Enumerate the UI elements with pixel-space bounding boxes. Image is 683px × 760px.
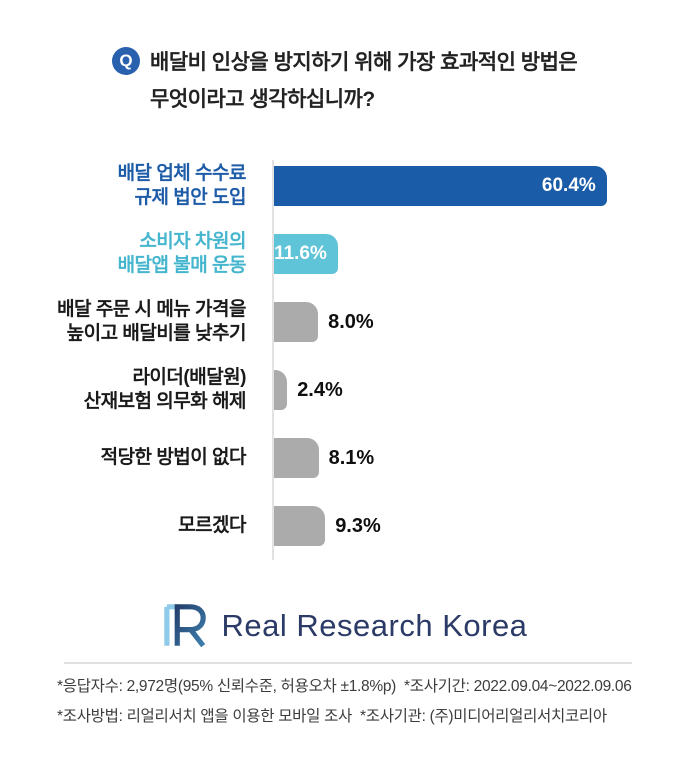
logo: Real Research Korea bbox=[0, 598, 683, 654]
bar-label-4: 라이더(배달원) 산재보험 의무화 해제 bbox=[0, 366, 247, 414]
bar-row-6: 모르겠다 9.3% bbox=[0, 506, 683, 546]
bar-label-5: 적당한 방법이 없다 bbox=[0, 446, 247, 470]
bar-value-1: 60.4% bbox=[541, 175, 596, 196]
bar-2: 11.6% bbox=[274, 234, 338, 274]
real-research-korea-logo-icon bbox=[163, 604, 206, 648]
bar-label-3-line-2: 높이고 배달비를 낮추기 bbox=[66, 323, 247, 344]
bar-4 bbox=[274, 370, 288, 410]
bar-label-3: 배달 주문 시 메뉴 가격을 높이고 배달비를 낮추기 bbox=[0, 298, 246, 346]
bar-track-3: 8.0% bbox=[274, 302, 683, 342]
bar-value-3: 8.0% bbox=[328, 310, 374, 333]
bar-track-5: 8.1% bbox=[274, 438, 683, 478]
bar-value-5: 8.1% bbox=[328, 446, 375, 469]
bar-6 bbox=[274, 506, 326, 546]
question-line-1: 배달비 인상을 방지하기 위해 가장 효과적인 방법은 bbox=[150, 51, 578, 74]
question-block: Q 배달비 인상을 방지하기 위해 가장 효과적인 방법은 무엇이라고 생각하십… bbox=[112, 44, 578, 118]
bar-track-4: 2.4% bbox=[274, 370, 683, 410]
bar-value-4: 2.4% bbox=[297, 378, 343, 401]
footer-line-2: *조사방법: 리얼리서치 앱을 이용한 모바일 조사 *조사기관: (주)미디어… bbox=[57, 708, 607, 725]
bar-row-3: 배달 주문 시 메뉴 가격을 높이고 배달비를 낮추기 8.0% bbox=[0, 299, 683, 344]
question-title: 배달비 인상을 방지하기 위해 가장 효과적인 방법은 무엇이라고 생각하십니까… bbox=[150, 44, 578, 118]
bar-row-5: 적당한 방법이 없다 8.1% bbox=[0, 438, 683, 478]
bar-label-6: 모르겠다 bbox=[0, 514, 246, 538]
bar-label-4-line-2: 산재보험 의무화 해제 bbox=[83, 391, 247, 412]
bar-label-2-line-1: 소비자 차원의 bbox=[139, 231, 246, 252]
bar-label-1-line-2: 규제 법안 도입 bbox=[134, 187, 247, 208]
bar-label-2: 소비자 차원의 배달앱 불매 운동 bbox=[0, 230, 247, 278]
bar-row-2: 소비자 차원의 배달앱 불매 운동 11.6% bbox=[0, 231, 683, 276]
bar-chart: 배달 업체 수수료 규제 법안 도입 60.4% 소비자 차원의 배달앱 불매 … bbox=[0, 160, 683, 574]
bar-1: 60.4% bbox=[274, 166, 607, 206]
question-line-2: 무엇이라고 생각하십니까? bbox=[150, 88, 375, 111]
logo-text: Real Research Korea bbox=[221, 608, 528, 643]
bar-label-3-line-1: 배달 주문 시 메뉴 가격을 bbox=[57, 299, 246, 320]
footer-divider bbox=[64, 662, 632, 664]
bar-5 bbox=[274, 438, 319, 478]
bar-value-6: 9.3% bbox=[335, 514, 381, 537]
bar-track-1: 60.4% bbox=[274, 166, 683, 206]
footer-notes: *응답자수: 2,972명(95% 신뢰수준, 허용오차 ±1.8%p) *조사… bbox=[57, 672, 632, 732]
chart-axis-line bbox=[272, 160, 274, 560]
bar-label-4-line-1: 라이더(배달원) bbox=[132, 367, 246, 388]
bar-label-6-line-1: 모르겠다 bbox=[178, 515, 246, 536]
bar-row-4: 라이더(배달원) 산재보험 의무화 해제 2.4% bbox=[0, 367, 683, 412]
bar-3 bbox=[274, 302, 319, 342]
bar-label-1: 배달 업체 수수료 규제 법안 도입 bbox=[0, 162, 247, 210]
bar-row-1: 배달 업체 수수료 규제 법안 도입 60.4% bbox=[0, 163, 683, 208]
question-badge-icon: Q bbox=[112, 47, 140, 75]
bar-value-2: 11.6% bbox=[274, 243, 327, 264]
footer-line-1: *응답자수: 2,972명(95% 신뢰수준, 허용오차 ±1.8%p) *조사… bbox=[57, 678, 632, 695]
bar-track-2: 11.6% bbox=[274, 234, 683, 274]
bar-label-2-line-2: 배달앱 불매 운동 bbox=[117, 255, 247, 276]
bar-label-1-line-1: 배달 업체 수수료 bbox=[117, 163, 247, 184]
bar-track-6: 9.3% bbox=[274, 506, 683, 546]
bar-label-5-line-1: 적당한 방법이 없다 bbox=[100, 447, 247, 468]
